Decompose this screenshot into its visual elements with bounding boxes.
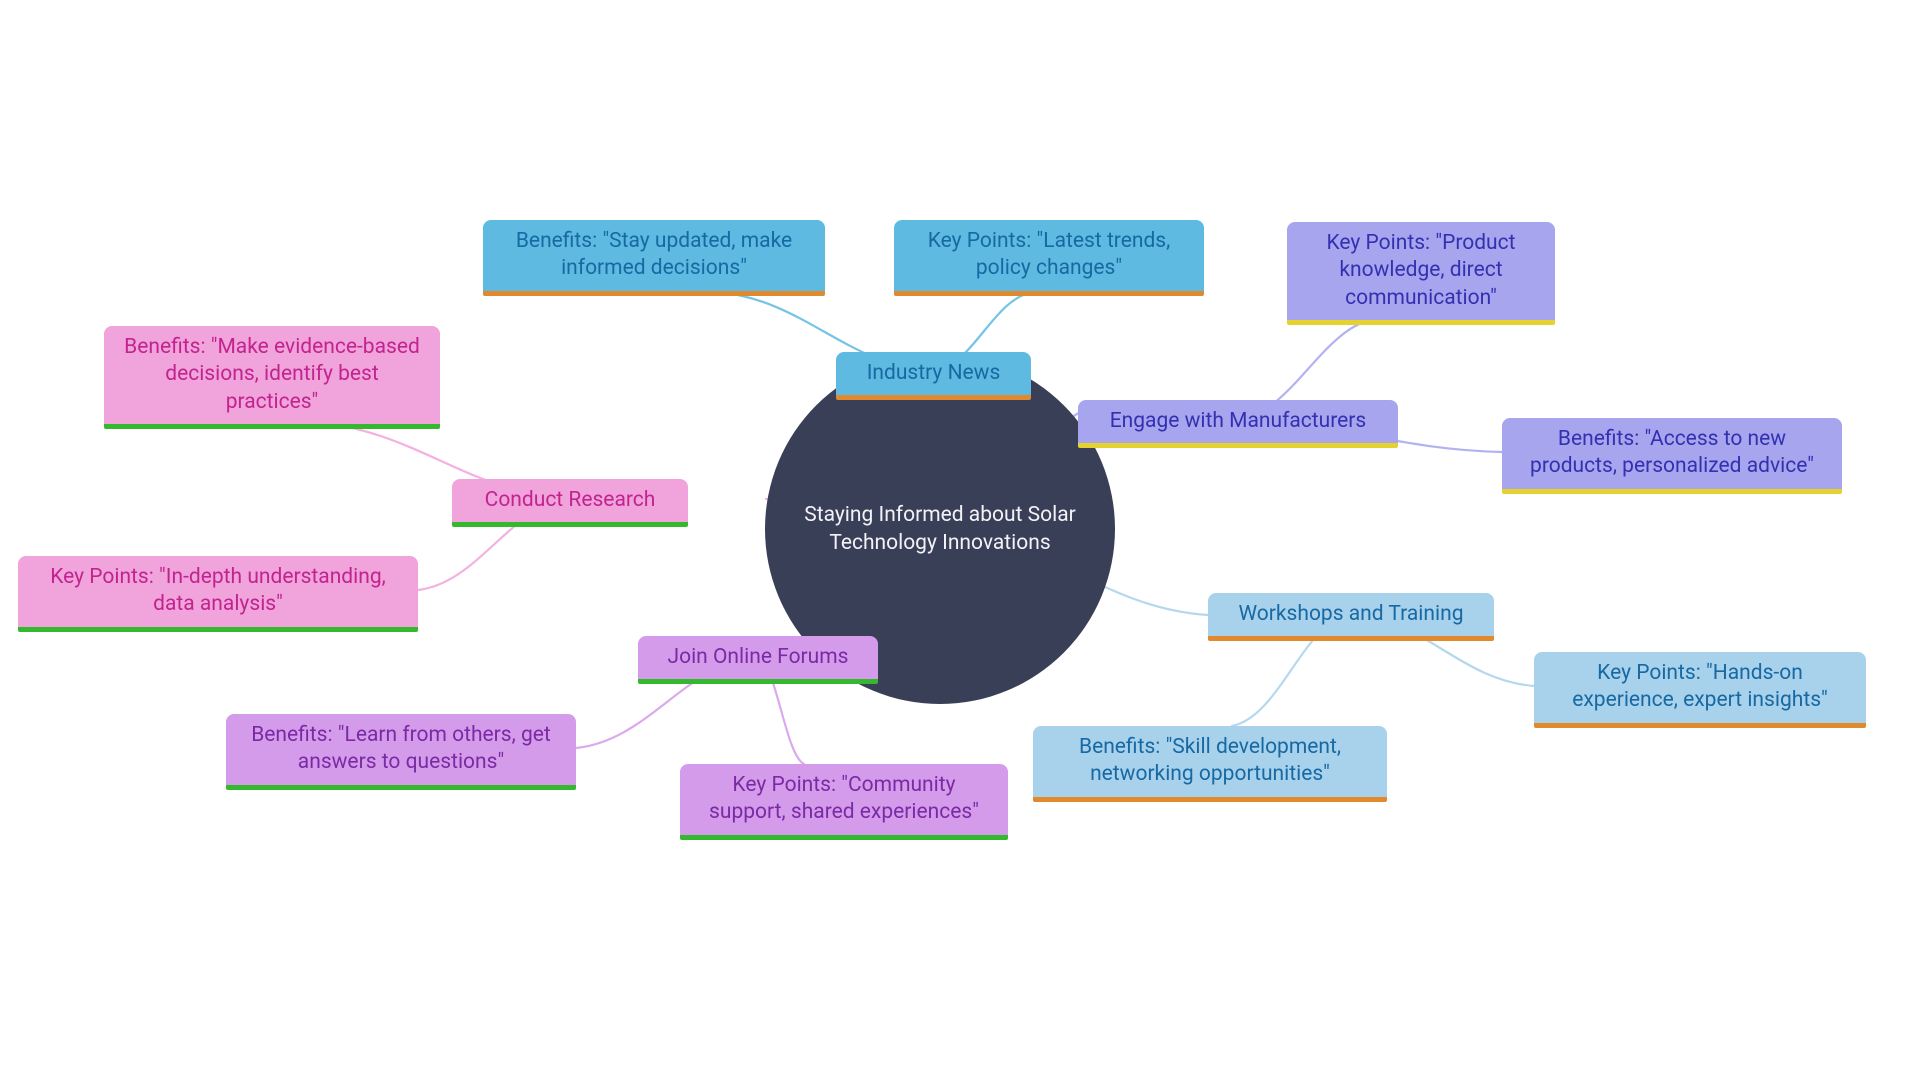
- mindmap-canvas: Staying Informed about Solar Technology …: [0, 0, 1920, 1080]
- leaf-forums-keypoints: Key Points: "Community support, shared e…: [680, 764, 1008, 840]
- leaf-label: Benefits: "Skill development, networking…: [1047, 734, 1373, 789]
- branch-industry-news: Industry News: [836, 352, 1031, 400]
- leaf-research-keypoints: Key Points: "In-depth understanding, dat…: [18, 556, 418, 632]
- leaf-label: Key Points: "Hands-on experience, expert…: [1548, 660, 1852, 715]
- branch-online-forums: Join Online Forums: [638, 636, 878, 684]
- leaf-manuf-benefits: Benefits: "Access to new products, perso…: [1502, 418, 1842, 494]
- leaf-industry-news-keypoints: Key Points: "Latest trends, policy chang…: [894, 220, 1204, 296]
- leaf-industry-news-benefits: Benefits: "Stay updated, make informed d…: [483, 220, 825, 296]
- branch-engage-manufacturers: Engage with Manufacturers: [1078, 400, 1398, 448]
- leaf-label: Benefits: "Stay updated, make informed d…: [497, 228, 811, 283]
- branch-research: Conduct Research: [452, 479, 688, 527]
- leaf-label: Benefits: "Access to new products, perso…: [1516, 426, 1828, 481]
- leaf-label: Benefits: "Make evidence-based decisions…: [118, 334, 426, 416]
- leaf-manuf-keypoints: Key Points: "Product knowledge, direct c…: [1287, 222, 1555, 325]
- leaf-label: Key Points: "Latest trends, policy chang…: [908, 228, 1190, 283]
- branch-workshops: Workshops and Training: [1208, 593, 1494, 641]
- leaf-research-benefits: Benefits: "Make evidence-based decisions…: [104, 326, 440, 429]
- center-node-label: Staying Informed about Solar Technology …: [795, 501, 1085, 558]
- branch-label: Join Online Forums: [668, 644, 849, 671]
- branch-label: Engage with Manufacturers: [1110, 408, 1367, 435]
- branch-label: Workshops and Training: [1238, 601, 1463, 628]
- leaf-label: Key Points: "Product knowledge, direct c…: [1301, 230, 1541, 312]
- leaf-label: Key Points: "In-depth understanding, dat…: [32, 564, 404, 619]
- branch-label: Conduct Research: [485, 487, 656, 514]
- leaf-workshops-keypoints: Key Points: "Hands-on experience, expert…: [1534, 652, 1866, 728]
- leaf-label: Key Points: "Community support, shared e…: [694, 772, 994, 827]
- leaf-label: Benefits: "Learn from others, get answer…: [240, 722, 562, 777]
- leaf-forums-benefits: Benefits: "Learn from others, get answer…: [226, 714, 576, 790]
- leaf-workshops-benefits: Benefits: "Skill development, networking…: [1033, 726, 1387, 802]
- branch-label: Industry News: [867, 360, 1001, 387]
